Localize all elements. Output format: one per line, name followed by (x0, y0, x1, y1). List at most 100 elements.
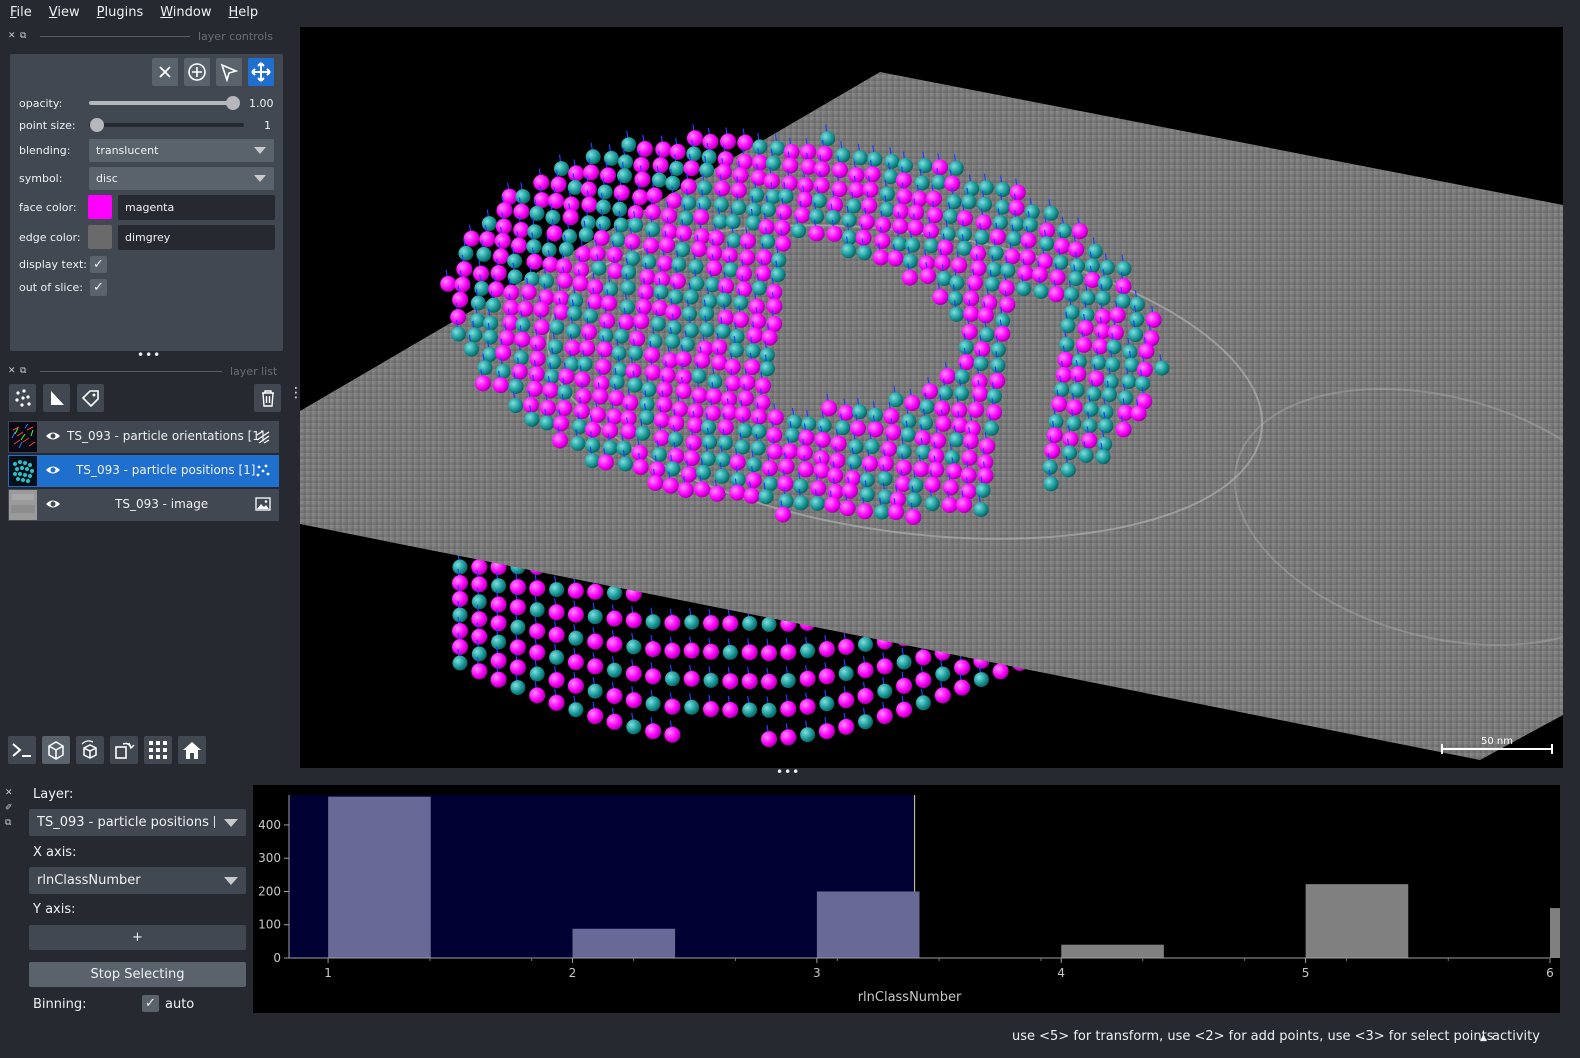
layer-name: TS_093 - particle positions [1] (76, 463, 256, 477)
y-tick-label: 300 (258, 851, 281, 865)
menu-window[interactable]: Window (160, 4, 212, 20)
menu-help[interactable]: Help (228, 4, 259, 20)
add-points-button[interactable] (184, 58, 210, 86)
x-tick-label: 1 (324, 966, 332, 980)
layer-list-title: layer list (230, 364, 278, 378)
layer-row-positions[interactable]: TS_093 - particle positions [1] (8, 455, 279, 487)
scale-bar: 50 nm (1441, 736, 1553, 754)
new-labels-layer-button[interactable] (77, 384, 104, 412)
select-points-button[interactable] (216, 58, 242, 86)
histogram-svg: 0 100 200 300 400 1 2 3 4 5 6 rlnClassNumber (258, 795, 1580, 1005)
delete-layer-button[interactable] (254, 384, 281, 412)
face-color-swatch[interactable] (88, 195, 112, 219)
face-color-value: magenta (125, 201, 175, 214)
activity-button[interactable]: activity (1492, 1029, 1540, 1044)
display-text-checkbox[interactable]: ✓ (90, 256, 107, 273)
points-icon (14, 389, 31, 407)
x-axis-title: rlnClassNumber (858, 990, 962, 1005)
delete-selected-points-button[interactable] (152, 58, 178, 86)
pin-dock-icon[interactable]: ✐ (5, 803, 13, 813)
transpose-icon (115, 742, 135, 759)
home-icon (183, 742, 201, 759)
roll-cube-icon (81, 740, 97, 759)
select-arrow-icon (220, 63, 239, 82)
splitter-handle[interactable]: ••• (776, 765, 801, 779)
y-axis-add-button[interactable]: + (29, 925, 246, 950)
scale-bar-line (1441, 744, 1553, 754)
opacity-slider-fill (89, 101, 234, 105)
y-tick-label: 400 (258, 818, 281, 832)
layer-name: TS_093 - particle orientations [1] (67, 429, 265, 443)
vectors-icon (256, 430, 270, 444)
binning-auto-checkbox[interactable]: ✓ (142, 995, 159, 1012)
symbol-value: disc (96, 172, 118, 185)
x-tick-label: 4 (1057, 966, 1065, 980)
float-dock-icon[interactable]: ⧉ (5, 818, 12, 828)
float-dock-icon[interactable]: ⧉ (20, 31, 27, 41)
label-tag-icon (81, 390, 99, 407)
layer-thumbnail (9, 422, 37, 452)
new-shapes-layer-button[interactable] (43, 384, 70, 412)
y-tick-label: 200 (258, 884, 281, 898)
symbol-dropdown[interactable]: disc (89, 167, 274, 190)
blending-label: blending: (19, 144, 71, 157)
stop-selecting-button[interactable]: Stop Selecting (29, 962, 246, 987)
close-dock-icon[interactable]: ✕ (5, 788, 13, 798)
splitter-handle[interactable]: ••• (137, 348, 162, 362)
menu-file[interactable]: File (10, 4, 32, 20)
roll-dimensions-button[interactable] (76, 736, 104, 764)
edge-color-swatch[interactable] (88, 225, 112, 249)
x-axis-value: rlnClassNumber (37, 873, 141, 888)
x-axis-dropdown[interactable]: rlnClassNumber (29, 867, 246, 894)
layer-thumbnail (9, 456, 37, 486)
point-size-label: point size: (19, 119, 76, 132)
eye-icon[interactable] (45, 464, 61, 476)
cube-3d-icon (48, 741, 64, 760)
chevron-down-icon (224, 819, 238, 827)
transpose-button[interactable] (110, 736, 138, 764)
point-size-slider-handle[interactable] (90, 118, 104, 132)
pan-zoom-button[interactable] (248, 58, 274, 86)
display-text-label: display text: (19, 258, 87, 271)
layer-controls-titlebar: ✕ ⧉ layer controls (8, 28, 273, 44)
chevron-up-icon[interactable]: ▲ (1480, 1033, 1487, 1043)
layer-selector-dropdown[interactable]: TS_093 - particle positions [1] (29, 809, 246, 836)
float-dock-icon[interactable]: ⧉ (20, 366, 27, 376)
move-arrows-icon (251, 62, 271, 82)
title-divider (40, 370, 222, 372)
chevron-down-icon (224, 877, 238, 885)
opacity-value: 1.00 (249, 97, 274, 110)
eye-icon[interactable] (45, 498, 61, 510)
layer-row-image[interactable]: TS_093 - image (8, 489, 279, 521)
new-points-layer-button[interactable] (9, 384, 36, 412)
point-size-slider[interactable] (89, 123, 244, 127)
edge-color-value: dimgrey (125, 231, 171, 244)
edge-color-field[interactable]: dimgrey (118, 225, 275, 250)
face-color-field[interactable]: magenta (118, 195, 275, 220)
reset-view-button[interactable] (178, 736, 206, 764)
viewer-canvas[interactable]: 50 nm (300, 27, 1563, 768)
out-of-slice-label: out of slice: (19, 281, 83, 294)
menu-plugins[interactable]: Plugins (96, 4, 144, 20)
y-tick-label: 0 (273, 951, 281, 965)
symbol-label: symbol: (19, 172, 63, 185)
menu-view[interactable]: View (48, 4, 80, 20)
binning-label: Binning: (33, 997, 87, 1012)
close-dock-icon[interactable]: ✕ (8, 31, 16, 41)
histogram-plot[interactable]: 0 100 200 300 400 1 2 3 4 5 6 rlnClassNumber (253, 785, 1580, 1013)
title-divider (40, 35, 190, 37)
close-dock-icon[interactable]: ✕ (8, 366, 16, 376)
layer-row-orientations[interactable]: TS_093 - particle orientations [1] (8, 421, 279, 453)
y-tick-label: 100 (258, 918, 281, 932)
opacity-slider-handle[interactable] (226, 96, 240, 110)
grid-view-button[interactable] (144, 736, 172, 764)
grid-icon (149, 741, 167, 759)
eye-icon[interactable] (45, 430, 61, 442)
tomogram-slice (300, 72, 1563, 760)
console-button[interactable] (8, 736, 36, 764)
status-hint: use <5> for transform, use <2> for add p… (1012, 1029, 1494, 1044)
ndisplay-button[interactable] (42, 736, 70, 764)
blending-dropdown[interactable]: translucent (89, 139, 274, 162)
out-of-slice-checkbox[interactable]: ✓ (90, 279, 107, 296)
terminal-icon (12, 743, 31, 757)
